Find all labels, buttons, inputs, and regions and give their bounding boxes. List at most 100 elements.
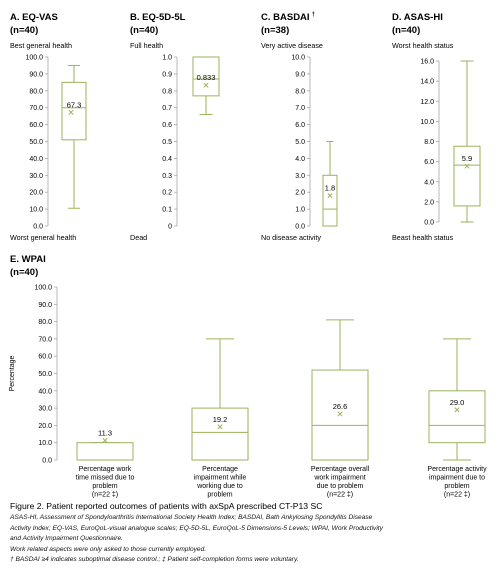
- mean-marker: [68, 109, 74, 115]
- y-tick-label: 90.0: [38, 302, 52, 309]
- y-tick-label: 3.0: [295, 173, 305, 180]
- y-axis-title: Percentage: [9, 355, 16, 391]
- y-tick-label: 100.0: [25, 55, 43, 62]
- y-tick-label: 70.0: [29, 105, 43, 112]
- box-iqr: [191, 407, 249, 461]
- title-footnote-mark: †: [312, 12, 315, 18]
- y-tick-label: 8.0: [424, 139, 434, 146]
- y-tick-label: 20.0: [38, 423, 52, 430]
- y-tick-label: 0.1: [162, 207, 172, 214]
- y-tick-label: 12.0: [420, 99, 434, 106]
- y-tick-label: 10.0: [38, 440, 52, 447]
- y-tick-label: 6.0: [424, 159, 434, 166]
- y-tick-label: 80.0: [38, 319, 52, 326]
- category-label: problem: [207, 492, 232, 499]
- y-tick-label: 1.0: [295, 207, 305, 214]
- caption-line: Activity Index; EQ-VAS, EuroQoL-visual a…: [10, 524, 383, 532]
- y-tick-label: 70.0: [38, 336, 52, 343]
- mean-label: 11.3: [98, 428, 112, 437]
- y-tick-label: 0.7: [162, 105, 172, 112]
- y-tick-label: 100.0: [34, 285, 52, 292]
- y-tick-label: 60.0: [38, 354, 52, 361]
- category-label: due to problem: [317, 483, 364, 490]
- caption-line: and Activity Impairment Questionnaire.: [10, 535, 123, 543]
- category-label: (n=22 ‡): [444, 492, 470, 499]
- panel-n-label: (n=40): [10, 267, 38, 278]
- category-label: Percentage overall: [311, 466, 370, 473]
- y-tick-label: 10.0: [291, 55, 305, 62]
- caption-title: Figure 2. Patient reported outcomes of p…: [10, 501, 323, 511]
- y-tick-label: 10.0: [29, 207, 43, 214]
- y-tick-label: 0.0: [33, 224, 43, 231]
- panel-title: D. ASAS-HI: [392, 12, 443, 23]
- y-tick-label: 40.0: [29, 156, 43, 163]
- axis-top-label: Worst health status: [392, 41, 454, 50]
- box-iqr: [76, 442, 134, 461]
- y-tick-label: 0.5: [162, 139, 172, 146]
- category-label: problem: [92, 483, 117, 490]
- mean-marker: [454, 407, 460, 413]
- y-tick-label: 2.0: [295, 190, 305, 197]
- y-tick-label: 0.9: [162, 71, 172, 78]
- y-tick-label: 0.4: [162, 156, 172, 163]
- y-tick-label: 0.0: [424, 220, 434, 227]
- y-tick-label: 30.0: [38, 406, 52, 413]
- box-iqr: [453, 145, 481, 207]
- panel-title: A. EQ-VAS: [10, 12, 58, 23]
- mean-label: 0.833: [197, 73, 216, 82]
- axis-bottom-label: Worst general health: [10, 233, 76, 242]
- y-tick-label: 4.0: [424, 179, 434, 186]
- y-tick-label: 40.0: [38, 388, 52, 395]
- panel-n-label: (n=40): [10, 25, 38, 36]
- box-iqr: [322, 174, 338, 227]
- y-tick-label: 8.0: [295, 88, 305, 95]
- y-tick-label: 7.0: [295, 105, 305, 112]
- figure-caption: Figure 2. Patient reported outcomes of p…: [10, 501, 495, 566]
- y-tick-label: 50.0: [38, 371, 52, 378]
- y-tick-label: 0.3: [162, 173, 172, 180]
- y-tick-label: 0.2: [162, 190, 172, 197]
- axis-top-label: Full health: [130, 41, 163, 50]
- y-tick-label: 90.0: [29, 71, 43, 78]
- category-label: (n=22 ‡): [92, 492, 118, 499]
- mean-marker: [337, 411, 343, 417]
- category-label: Percentage: [202, 466, 238, 473]
- y-tick-label: 0.8: [162, 88, 172, 95]
- y-tick-label: 0: [168, 224, 172, 231]
- mean-label: 5.9: [462, 154, 472, 163]
- category-label: work impairment: [313, 475, 365, 482]
- panel-n-label: (n=38): [261, 25, 289, 36]
- category-label: (n=22 ‡): [327, 492, 353, 499]
- box-iqr: [192, 56, 220, 97]
- y-tick-label: 16.0: [420, 59, 434, 66]
- y-tick-label: 30.0: [29, 173, 43, 180]
- y-tick-label: 2.0: [424, 199, 434, 206]
- category-label: Percentage work: [79, 466, 132, 473]
- mean-label: 26.6: [333, 402, 348, 411]
- mean-marker: [327, 193, 333, 199]
- category-label: problem: [444, 483, 469, 490]
- axis-bottom-label: Dead: [130, 233, 147, 242]
- axis-top-label: Best general health: [10, 41, 72, 50]
- y-tick-label: 9.0: [295, 71, 305, 78]
- category-label: working due to: [196, 483, 243, 490]
- axis-bottom-label: Beast health status: [392, 233, 454, 242]
- mean-label: 67.3: [67, 100, 82, 109]
- mean-marker: [217, 424, 223, 430]
- panel-title: C. BASDAI †: [261, 12, 315, 23]
- category-label: Percentage activity: [427, 466, 487, 473]
- y-tick-label: 1.0: [162, 55, 172, 62]
- category-label: time missed due to: [76, 475, 135, 482]
- y-tick-label: 5.0: [295, 139, 305, 146]
- mean-label: 29.0: [450, 398, 465, 407]
- y-tick-label: 50.0: [29, 139, 43, 146]
- box-iqr: [428, 390, 486, 444]
- caption-line: ASAS-HI, Assessment of Spondyloarthritis…: [10, 514, 373, 521]
- category-label: impairment due to: [429, 475, 485, 482]
- y-tick-label: 10.0: [420, 119, 434, 126]
- y-tick-label: 0.0: [42, 458, 52, 465]
- y-tick-label: 14.0: [420, 79, 434, 86]
- y-tick-label: 4.0: [295, 156, 305, 163]
- mean-marker: [464, 163, 470, 169]
